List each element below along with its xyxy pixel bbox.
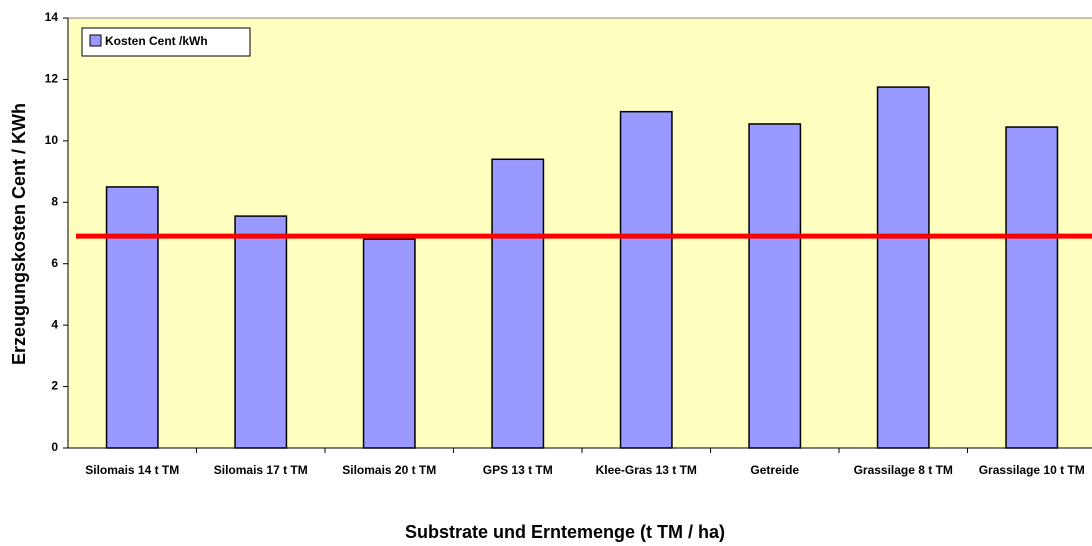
x-tick-label: Grassilage 8 t TM — [853, 463, 953, 477]
y-tick-label: 8 — [51, 194, 58, 208]
bar — [362, 238, 416, 449]
x-tick-label: Getreide — [750, 463, 800, 477]
plot-area — [67, 17, 1092, 449]
x-tick-label: Silomais 20 t TM — [342, 463, 437, 477]
x-tick-label: Silomais 14 t TM — [85, 463, 180, 477]
y-tick-label: 12 — [45, 72, 59, 86]
bar — [491, 158, 545, 449]
y-tick-label: 4 — [51, 317, 58, 331]
y-tick-label: 14 — [45, 10, 59, 24]
x-axis-title: Substrate und Erntemenge (t TM / ha) — [405, 522, 725, 542]
legend-swatch — [89, 34, 102, 47]
bar — [234, 215, 288, 449]
y-axis-title: Erzeugungskosten Cent / KWh — [9, 103, 29, 365]
bar — [105, 186, 159, 449]
bar — [1005, 126, 1059, 449]
y-tick-label: 2 — [51, 379, 58, 393]
x-tick-label: Silomais 17 t TM — [213, 463, 308, 477]
bar — [619, 110, 673, 449]
bar — [748, 123, 802, 449]
bar — [876, 86, 930, 449]
y-tick-label: 10 — [45, 133, 59, 147]
x-tick-label: Grassilage 10 t TM — [978, 463, 1085, 477]
y-tick-label: 0 — [51, 440, 58, 454]
x-tick-label: GPS 13 t TM — [482, 463, 553, 477]
x-tick-label: Klee-Gras 13 t TM — [595, 463, 697, 477]
legend-box — [81, 27, 251, 57]
y-tick-label: 6 — [51, 256, 58, 270]
legend-label: Kosten Cent /kWh — [105, 34, 208, 48]
